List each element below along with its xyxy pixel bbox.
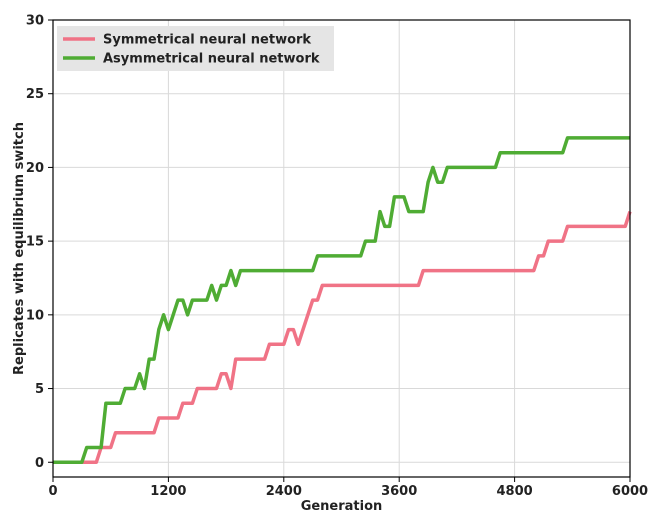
y-axis-label: Replicates with equilibrium switch (12, 122, 27, 375)
plot-frame (52, 19, 631, 478)
legend-label-symmetrical: Symmetrical neural network (103, 33, 311, 48)
x-tick-label: 0 (48, 484, 57, 499)
y-tick-label: 15 (26, 235, 44, 250)
x-tick-label: 2400 (266, 484, 302, 499)
legend-background (57, 26, 334, 71)
y-tick-label: 5 (35, 382, 44, 397)
series-line-symmetrical (53, 211, 632, 465)
series-line-asymmetrical (53, 136, 630, 465)
y-tick-label: 0 (35, 456, 44, 471)
x-tick-label: 3600 (381, 484, 417, 499)
y-tick-label: 25 (26, 87, 44, 102)
y-tick-label: 10 (26, 308, 44, 323)
axis-ticks: 0 1200 2400 3600 4800 6000 0 5 10 15 20 25 30 (26, 14, 648, 500)
grid-lines (53, 20, 630, 477)
x-tick-label: 1200 (150, 484, 186, 499)
x-tick-label: 4800 (497, 484, 533, 499)
x-axis-label: Generation (301, 499, 383, 513)
y-tick-label: 20 (26, 161, 44, 176)
series-lines (53, 136, 632, 465)
legend-label-asymmetrical: Asymmetrical neural network (103, 52, 320, 67)
y-tick-label: 30 (26, 14, 44, 29)
legend: Symmetrical neural network Asymmetrical … (57, 26, 334, 71)
x-tick-label: 6000 (612, 484, 648, 499)
